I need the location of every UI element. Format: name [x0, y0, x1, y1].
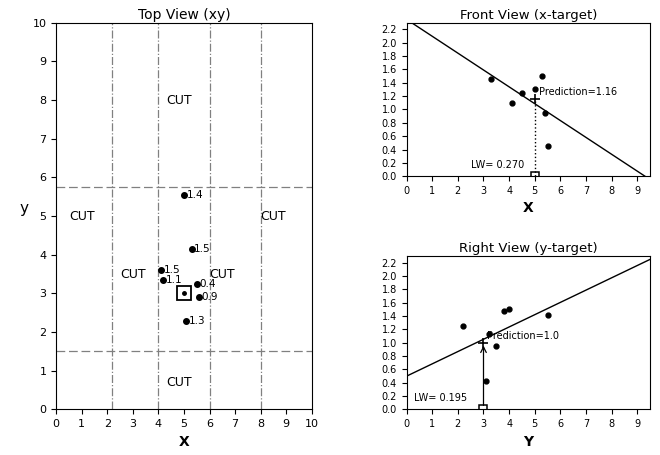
X-axis label: X: X — [179, 435, 189, 449]
Y-axis label: y: y — [20, 201, 28, 216]
Text: CUT: CUT — [166, 376, 191, 389]
Text: 1.5: 1.5 — [194, 244, 211, 254]
X-axis label: Y: Y — [523, 435, 533, 449]
Title: Right View (y-target): Right View (y-target) — [459, 242, 598, 255]
Text: 1.4: 1.4 — [187, 190, 203, 200]
Text: CUT: CUT — [261, 210, 286, 222]
X-axis label: X: X — [523, 202, 534, 216]
Text: CUT: CUT — [69, 210, 94, 222]
Text: 1.3: 1.3 — [189, 316, 206, 325]
Title: Front View (x-target): Front View (x-target) — [459, 9, 597, 21]
Text: Prediction=1.16: Prediction=1.16 — [539, 87, 616, 97]
Text: CUT: CUT — [166, 94, 191, 106]
Text: STEP 3: STEP 3 — [36, 0, 84, 1]
Text: 0.9: 0.9 — [202, 293, 218, 302]
Text: 0.4: 0.4 — [199, 279, 216, 289]
Text: CUT: CUT — [209, 268, 235, 281]
Title: Top View (xy): Top View (xy) — [138, 8, 230, 21]
Text: Prediction=1.0: Prediction=1.0 — [487, 331, 559, 341]
Text: CUT: CUT — [120, 268, 146, 281]
Text: LW= 0.195: LW= 0.195 — [414, 394, 467, 404]
Text: 1.5: 1.5 — [164, 265, 180, 275]
Text: 1.1: 1.1 — [166, 275, 183, 285]
Text: LW= 0.270: LW= 0.270 — [471, 160, 524, 170]
